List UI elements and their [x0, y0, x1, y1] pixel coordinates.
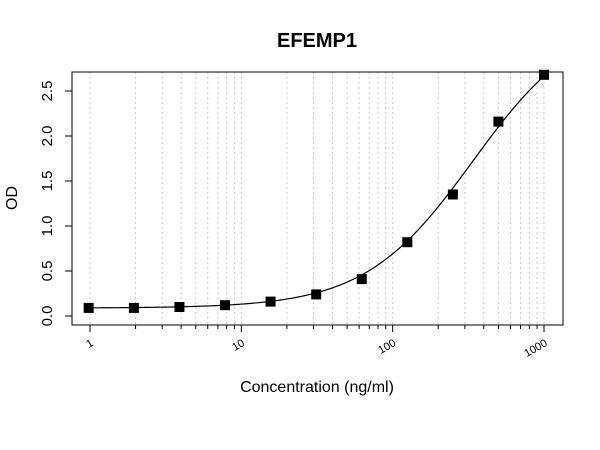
x-tick-label: 1000	[522, 337, 549, 360]
data-point	[83, 302, 94, 313]
grid-lines	[89, 72, 545, 325]
data-point	[402, 237, 413, 248]
data-point	[539, 69, 549, 80]
data-point	[493, 116, 504, 127]
data-point	[356, 274, 367, 285]
data-point	[220, 300, 231, 311]
data-point	[174, 302, 185, 312]
plot-frame	[71, 71, 564, 326]
data-point	[311, 289, 322, 300]
data-point	[265, 296, 276, 307]
y-tick-label: 0.0	[39, 306, 56, 327]
x-tick-label: 10	[230, 337, 247, 354]
y-axis-label: OD	[4, 186, 21, 210]
data-point	[447, 189, 458, 200]
fit-curve	[88, 75, 545, 309]
x-tick-label: 100	[376, 337, 398, 357]
chart-title: EFEMP1	[277, 30, 357, 52]
x-axis-label: Concentration (ng/ml)	[240, 379, 394, 396]
x-axis: 1 10 100 1000	[84, 324, 550, 360]
y-tick-label: 2.5	[39, 81, 56, 102]
x-tick-label: 1	[84, 337, 95, 350]
data-point	[128, 302, 139, 313]
y-axis: 0.0 0.5 1.0 1.5 2.0 2.5	[39, 81, 73, 327]
y-tick-label: 2.0	[39, 126, 56, 147]
y-tick-label: 1.0	[39, 216, 56, 237]
data-points	[83, 69, 549, 313]
y-tick-label: 0.5	[39, 261, 56, 282]
y-tick-label: 1.5	[39, 171, 56, 192]
